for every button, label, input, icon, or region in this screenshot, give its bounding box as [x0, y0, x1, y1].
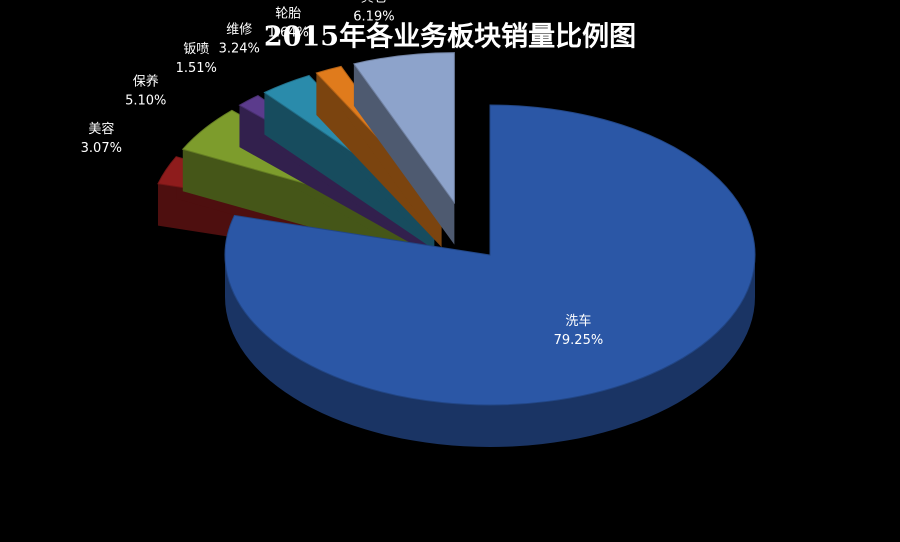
- chart-title: 2015年各业务板块销量比例图: [264, 21, 636, 53]
- category-label: 其它: [361, 0, 387, 5]
- category-label: 保养: [133, 73, 159, 89]
- value-label: 79.25%: [554, 333, 604, 348]
- slice-wall: [264, 92, 435, 250]
- slice: [224, 104, 756, 406]
- category-label: 洗车: [565, 313, 591, 329]
- slice: [353, 52, 455, 205]
- value-label: 6.19%: [353, 9, 394, 24]
- category-label: 维修: [226, 22, 252, 37]
- value-label: 1.64%: [268, 26, 309, 41]
- category-label: 轮胎: [275, 7, 301, 22]
- slice-side: [225, 255, 755, 447]
- value-label: 3.07%: [81, 141, 122, 156]
- value-label: 5.10%: [125, 93, 166, 108]
- category-label: 钣喷: [183, 42, 209, 57]
- slice-wall: [353, 63, 455, 245]
- slice-wall: [182, 149, 421, 258]
- value-label: 3.24%: [219, 41, 260, 56]
- category-label: 美容: [88, 121, 114, 137]
- value-label: 1.51%: [176, 61, 217, 76]
